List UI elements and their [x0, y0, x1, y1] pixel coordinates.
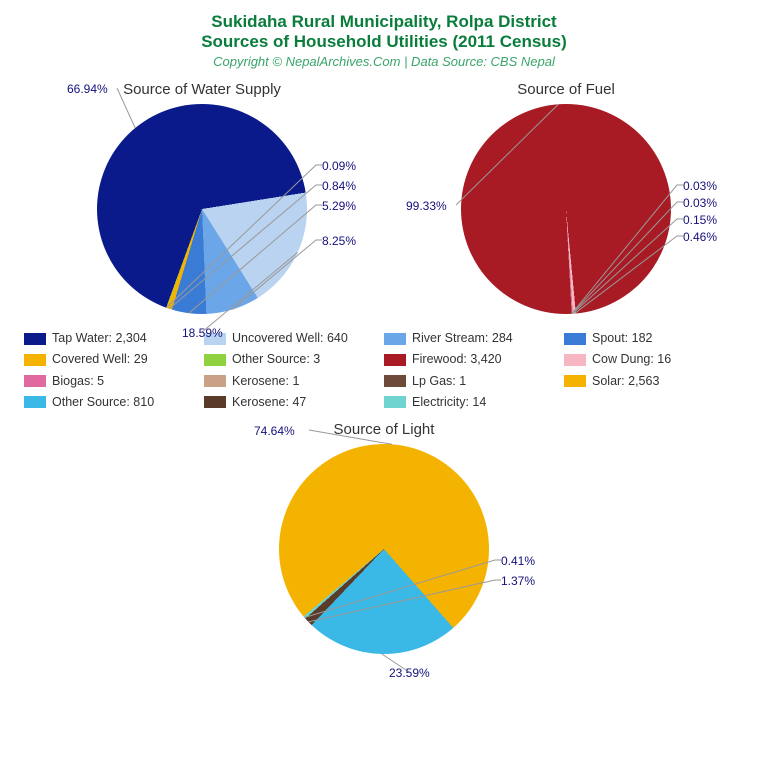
- legend-swatch: [24, 396, 46, 408]
- legend-swatch: [24, 354, 46, 366]
- title-block: Sukidaha Rural Municipality, Rolpa Distr…: [0, 0, 768, 69]
- light-slice-label: 1.37%: [501, 574, 535, 588]
- water-leader-lines: [17, 74, 387, 354]
- legend-swatch: [384, 354, 406, 366]
- legend-label: Biogas: 5: [52, 371, 104, 392]
- legend-label: Solar: 2,563: [592, 371, 659, 392]
- water-slice-label: 0.84%: [322, 179, 356, 193]
- legend-label: Electricity: 14: [412, 392, 486, 413]
- water-chart-block: Source of Water Supply 66.94%0.09%0.84%5…: [22, 81, 382, 314]
- legend-swatch: [384, 396, 406, 408]
- fuel-slice-label: 0.03%: [683, 179, 717, 193]
- fuel-chart-block: Source of Fuel 99.33%0.03%0.03%0.15%0.46…: [386, 81, 746, 314]
- water-pie-wrap: 66.94%0.09%0.84%5.29%8.25%18.59%: [97, 104, 307, 314]
- title-line-1: Sukidaha Rural Municipality, Rolpa Distr…: [0, 12, 768, 32]
- legend-item: Solar: 2,563: [564, 371, 744, 392]
- top-charts-row: Source of Water Supply 66.94%0.09%0.84%5…: [0, 81, 768, 314]
- fuel-pie-wrap: 99.33%0.03%0.03%0.15%0.46%: [461, 104, 671, 314]
- legend-swatch: [564, 354, 586, 366]
- legend-label: Kerosene: 47: [232, 392, 306, 413]
- water-slice-label: 66.94%: [67, 82, 108, 96]
- legend-item: Kerosene: 47: [204, 392, 384, 413]
- light-pie-wrap: 74.64%0.41%1.37%23.59%: [279, 444, 489, 654]
- water-slice-label: 18.59%: [182, 326, 223, 340]
- legend-swatch: [384, 375, 406, 387]
- legend-swatch: [564, 375, 586, 387]
- water-slice-label: 0.09%: [322, 159, 356, 173]
- title-line-2: Sources of Household Utilities (2011 Cen…: [0, 32, 768, 52]
- legend-label: Lp Gas: 1: [412, 371, 466, 392]
- legend-item: Electricity: 14: [384, 392, 564, 413]
- subtitle: Copyright © NepalArchives.Com | Data Sou…: [0, 54, 768, 69]
- legend-item: Biogas: 5: [24, 371, 204, 392]
- light-slice-label: 74.64%: [254, 424, 295, 438]
- fuel-slice-label: 0.03%: [683, 196, 717, 210]
- legend-swatch: [24, 375, 46, 387]
- legend-swatch: [204, 396, 226, 408]
- legend-item: Other Source: 810: [24, 392, 204, 413]
- water-slice-label: 5.29%: [322, 199, 356, 213]
- water-slice-label: 8.25%: [322, 234, 356, 248]
- legend-swatch: [204, 354, 226, 366]
- light-chart-block: Source of Light 74.64%0.41%1.37%23.59%: [204, 421, 564, 654]
- fuel-slice-label: 0.46%: [683, 230, 717, 244]
- legend-item: Lp Gas: 1: [384, 371, 564, 392]
- legend-item: Kerosene: 1: [204, 371, 384, 392]
- legend-swatch: [204, 375, 226, 387]
- fuel-slice-label: 99.33%: [406, 199, 447, 213]
- light-slice-label: 23.59%: [389, 666, 430, 680]
- light-slice-label: 0.41%: [501, 554, 535, 568]
- fuel-slice-label: 0.15%: [683, 213, 717, 227]
- legend-label: Other Source: 810: [52, 392, 154, 413]
- legend-label: Kerosene: 1: [232, 371, 299, 392]
